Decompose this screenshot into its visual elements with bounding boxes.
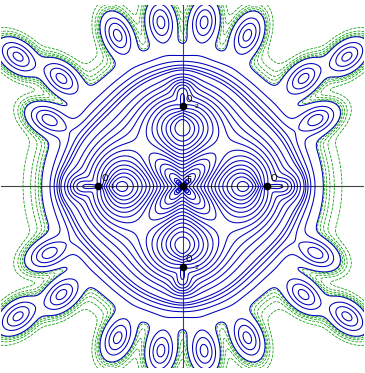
Text: 2: 2	[195, 104, 199, 109]
Text: 1: 1	[110, 184, 114, 189]
Text: O: O	[186, 95, 193, 104]
Text: 1: 1	[279, 184, 283, 189]
Text: Ti: Ti	[185, 176, 193, 185]
Text: O: O	[270, 175, 277, 184]
Text: O: O	[101, 175, 108, 184]
Text: O: O	[186, 256, 193, 264]
Text: 2: 2	[195, 264, 199, 270]
